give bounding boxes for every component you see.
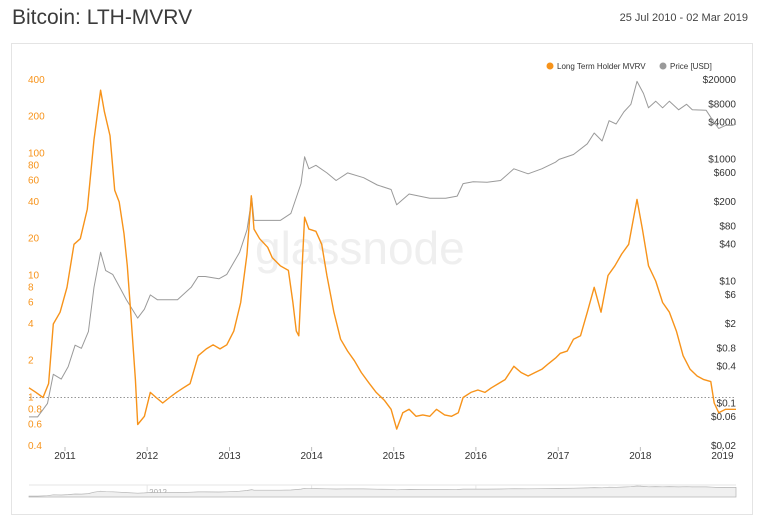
- left-tick-label: 400: [28, 75, 45, 86]
- right-tick-label: $4000: [708, 118, 736, 129]
- x-tick-label: 2012: [136, 451, 159, 462]
- right-tick-label: $40: [719, 240, 736, 251]
- left-tick-label: 40: [28, 197, 40, 208]
- left-tick-label: 4: [28, 319, 34, 330]
- x-tick-label: 2018: [629, 451, 652, 462]
- right-tick-label: $600: [714, 168, 737, 179]
- x-tick-label: 2015: [383, 451, 406, 462]
- chart-panel: glassnode 0.4 0.6 0.8 1 2 4 6 8 10 20 40 60 80 100 200…: [11, 43, 753, 515]
- x-axis: 2011 2012 2013 2014 2015 2016 2017 2018 2019: [54, 447, 734, 462]
- left-tick-label: 80: [28, 160, 40, 171]
- watermark: glassnode: [255, 222, 465, 274]
- right-tick-label: $0.02: [711, 441, 736, 452]
- x-tick-label: 2011: [54, 451, 76, 462]
- left-tick-label: 200: [28, 112, 45, 123]
- left-tick-label: 20: [28, 234, 40, 245]
- navigator[interactable]: 2012201420162018: [28, 484, 737, 498]
- right-tick-label: $1000: [708, 154, 736, 165]
- right-tick-label: $20000: [703, 75, 737, 86]
- legend-price-label: Price [USD]: [670, 62, 712, 71]
- left-tick-label: 0.6: [28, 420, 42, 431]
- x-tick-label: 2013: [218, 451, 241, 462]
- chart-title: Bitcoin: LTH-MVRV: [12, 6, 193, 29]
- right-tick-label: $6: [725, 290, 737, 301]
- legend-price-marker: [659, 62, 667, 70]
- right-tick-label: $0.06: [711, 412, 736, 423]
- legend-lth-label: Long Term Holder MVRV: [557, 62, 646, 71]
- x-tick-label: 2016: [465, 451, 488, 462]
- right-tick-label: $10: [719, 276, 736, 287]
- left-tick-label: 2: [28, 356, 34, 367]
- left-tick-label: 1: [28, 392, 34, 403]
- series-line-lth-mvrv: [28, 89, 736, 430]
- left-tick-label: 0.8: [28, 404, 42, 415]
- navigator-series: [28, 485, 737, 498]
- x-tick-label: 2014: [300, 451, 323, 462]
- left-tick-label: 10: [28, 270, 40, 281]
- left-tick-label: 6: [28, 298, 34, 309]
- left-tick-label: 60: [28, 176, 40, 187]
- right-axis: $0.02 $0.06 $0.1 $0.4 $0.8 $2 $6 $10 $40 $80 $200 $…: [703, 75, 737, 452]
- legend-lth-marker: [546, 62, 554, 70]
- legend-item-price[interactable]: Price [USD]: [659, 62, 712, 71]
- x-tick-label: 2017: [547, 451, 570, 462]
- right-tick-label: $2: [725, 319, 737, 330]
- series-line-price: [29, 80, 737, 418]
- right-tick-label: $8000: [708, 99, 736, 110]
- right-tick-label: $80: [719, 221, 736, 232]
- legend: Long Term Holder MVRV Price [USD]: [546, 62, 712, 71]
- left-tick-label: 0.4: [28, 441, 42, 452]
- right-tick-label: $0.1: [717, 398, 737, 409]
- right-tick-label: $0.4: [717, 362, 737, 373]
- date-range[interactable]: 25 Jul 2010 - 02 Mar 2019: [619, 12, 748, 24]
- series-layer: [28, 80, 737, 430]
- right-tick-label: $200: [714, 197, 737, 208]
- right-tick-label: $0.8: [717, 343, 737, 354]
- x-tick-label: 2019: [711, 451, 734, 462]
- left-tick-label: 100: [28, 148, 45, 159]
- legend-item-lth[interactable]: Long Term Holder MVRV: [546, 62, 647, 71]
- navigator-price-area: [28, 485, 737, 498]
- left-tick-label: 8: [28, 282, 34, 293]
